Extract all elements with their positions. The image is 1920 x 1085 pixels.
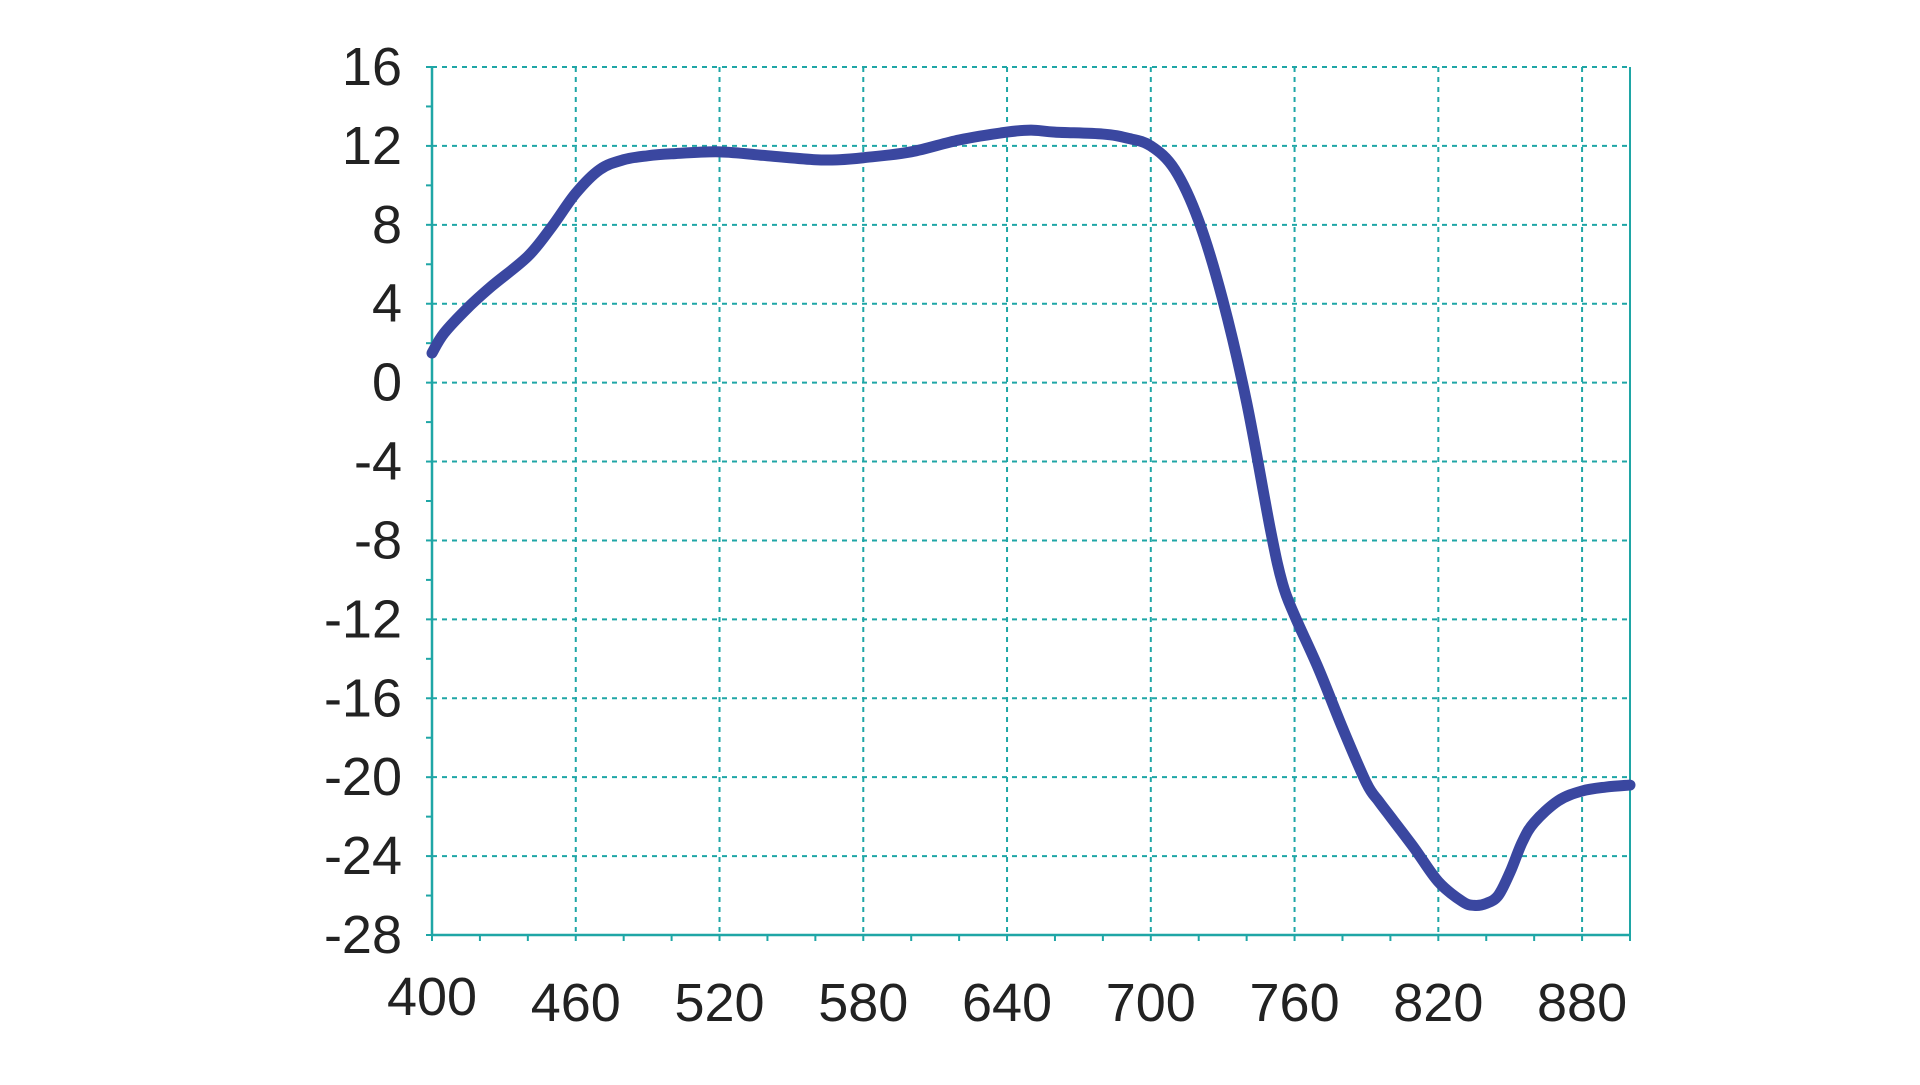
x-tick-label: 880: [1537, 973, 1627, 1033]
x-tick-label: 460: [531, 973, 621, 1033]
y-tick-label: 4: [372, 274, 402, 334]
x-tick-label: 640: [962, 973, 1052, 1033]
y-tick-labels: 16 12 8 4 0 -4 -8 -12 -16 -20 -24 -28: [324, 37, 402, 965]
y-tick-label: 12: [342, 116, 402, 176]
y-tick-label: 8: [372, 195, 402, 255]
x-tick-label: 760: [1250, 973, 1340, 1033]
x-tick-label: 580: [818, 973, 908, 1033]
y-tick-label: -28: [324, 905, 402, 965]
y-tick-label: 0: [372, 353, 402, 413]
y-tick-label: -4: [354, 432, 402, 492]
y-tick-label: -12: [324, 589, 402, 649]
x-tick-label: 820: [1393, 973, 1483, 1033]
series-line: [426, 124, 1636, 911]
x-tick-labels: 400 460 520 580 640 700 760 820 880: [387, 967, 1627, 1033]
y-tick-label: 16: [342, 37, 402, 97]
grid: [431, 66, 1631, 936]
x-tick-label: 400: [387, 967, 477, 1027]
axes: [426, 66, 1631, 941]
y-tick-label: -20: [324, 747, 402, 807]
y-tick-label: -16: [324, 668, 402, 728]
x-tick-label: 700: [1106, 973, 1196, 1033]
series-layer: [426, 124, 1636, 911]
y-tick-label: -8: [354, 510, 402, 570]
y-tick-label: -24: [324, 826, 402, 886]
x-tick-label: 520: [674, 973, 764, 1033]
